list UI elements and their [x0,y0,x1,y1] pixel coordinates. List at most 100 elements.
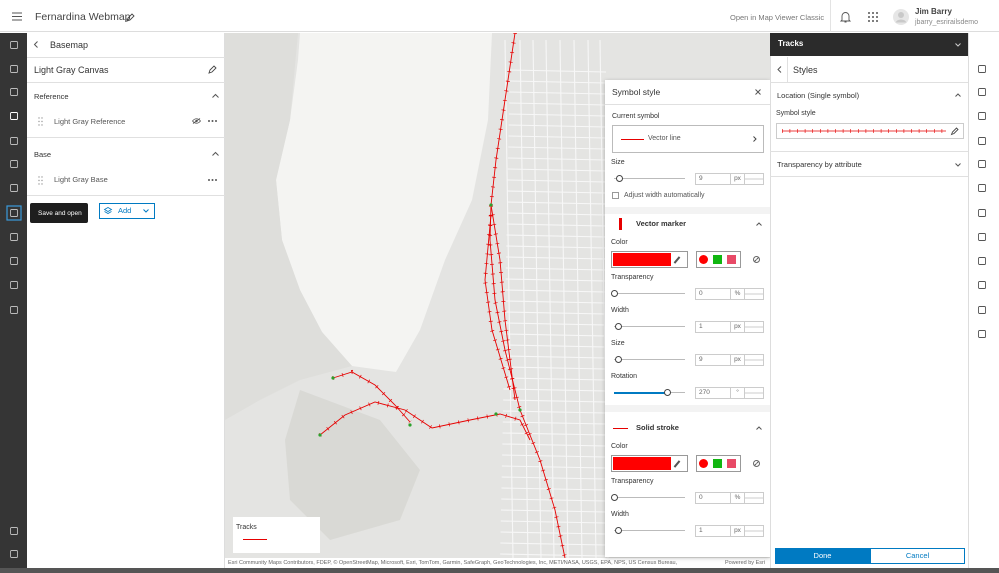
visibility-icon[interactable] [191,118,202,124]
quick-color-red[interactable] [699,255,708,264]
quick-color-red[interactable] [699,459,708,468]
quick-color-green[interactable] [713,459,722,468]
slider-knob[interactable] [614,527,622,534]
no-color[interactable] [753,256,760,263]
toolbar-icon[interactable] [7,181,21,195]
value-input[interactable]: 0 [695,492,731,504]
menu-icon[interactable] [12,12,22,21]
toolbar-icon[interactable] [7,62,21,76]
divider [27,137,225,138]
current-symbol-label: Current symbol [612,113,660,120]
toolbar-icon[interactable] [7,254,21,268]
edit-basemap-icon[interactable] [208,65,217,74]
legend-title: Tracks [236,524,257,531]
color-picker[interactable] [611,251,688,268]
quick-color-green[interactable] [713,255,722,264]
current-symbol-button[interactable] [612,125,764,153]
toolbar-icon[interactable] [7,278,21,292]
value-input[interactable]: 1 [695,525,731,537]
options-icon[interactable] [208,120,217,122]
add-icon [103,207,113,214]
toolbar-icon[interactable] [975,157,989,171]
toolbar-icon[interactable] [975,181,989,195]
toolbar-icon[interactable] [975,206,989,220]
toolbar-icon[interactable] [7,38,21,52]
drag-handle[interactable] [38,176,43,185]
value-input[interactable]: 9 [695,173,731,185]
spinner[interactable] [745,354,764,366]
spinner[interactable] [745,173,764,185]
drag-handle[interactable] [38,117,43,126]
toolbar-icon[interactable] [975,230,989,244]
toolbar-icon[interactable] [6,205,22,221]
slider-knob[interactable] [610,290,618,297]
slider-knob[interactable] [614,323,622,330]
edit-icon [950,127,959,136]
spinner[interactable] [745,321,764,333]
spinner[interactable] [745,288,764,300]
basemap-panel [27,33,225,568]
options-icon[interactable] [208,179,217,181]
avatar[interactable] [893,9,909,25]
toolbar-icon[interactable] [975,134,989,148]
value-input[interactable]: 270 [695,387,731,399]
edit-title-icon[interactable] [126,13,135,22]
divider [770,82,968,83]
symbol-style-button[interactable] [776,123,964,139]
collapse-icon[interactable] [212,93,219,98]
symbol-style-panel [605,80,770,557]
toolbar-icon[interactable] [7,230,21,244]
symbol-preview [621,139,644,140]
slider-knob[interactable] [615,175,623,182]
close-icon[interactable] [755,89,761,95]
spinner[interactable] [745,525,764,537]
collapse-icon[interactable] [955,93,961,97]
cancel-label: Cancel [905,551,930,560]
back-icon[interactable] [777,66,782,73]
spinner[interactable] [745,492,764,504]
toolbar-icon[interactable] [975,278,989,292]
toolbar-icon[interactable] [975,62,989,76]
toolbar-icon[interactable] [7,109,21,123]
notifications-icon[interactable] [839,11,852,23]
slider-knob[interactable] [614,356,622,363]
add-button[interactable] [99,203,155,219]
toolbar-icon[interactable] [975,303,989,317]
toolbar-icon[interactable] [7,303,21,317]
toolbar-icon[interactable] [975,109,989,123]
toolbar-icon[interactable] [7,85,21,99]
quick-color-pink[interactable] [727,459,736,468]
toolbar-icon[interactable] [7,547,21,561]
value-input[interactable]: 9 [695,354,731,366]
collapse-icon[interactable] [212,151,219,156]
apps-icon[interactable] [868,12,878,22]
section-title: Vector marker [636,219,687,228]
collapse-icon[interactable] [756,222,762,226]
toolbar-icon[interactable] [7,157,21,171]
classic-link[interactable]: Open in Map Viewer Classic [730,13,825,22]
slider-knob[interactable] [663,389,671,396]
checkbox[interactable] [612,192,619,199]
powered-by: Powered by Esri [725,560,766,566]
toolbar-icon[interactable] [7,134,21,148]
dropdown-icon[interactable] [955,43,961,47]
color-picker[interactable] [611,455,688,472]
expand-icon[interactable] [955,163,961,167]
cancel-button[interactable] [870,548,965,564]
spinner[interactable] [745,387,764,399]
quick-color-pink[interactable] [727,255,736,264]
toolbar-icon[interactable] [975,327,989,341]
legend-symbol [243,539,267,540]
divider [605,104,770,105]
value-input[interactable]: 0 [695,288,731,300]
slider-knob[interactable] [610,494,618,501]
done-button[interactable] [775,548,870,564]
back-icon[interactable] [33,41,39,48]
field-label: Transparency [611,478,654,485]
collapse-icon[interactable] [756,426,762,430]
no-color[interactable] [753,460,760,467]
toolbar-icon[interactable] [975,254,989,268]
value-input[interactable]: 1 [695,321,731,333]
toolbar-icon[interactable] [7,524,21,538]
toolbar-icon[interactable] [975,85,989,99]
